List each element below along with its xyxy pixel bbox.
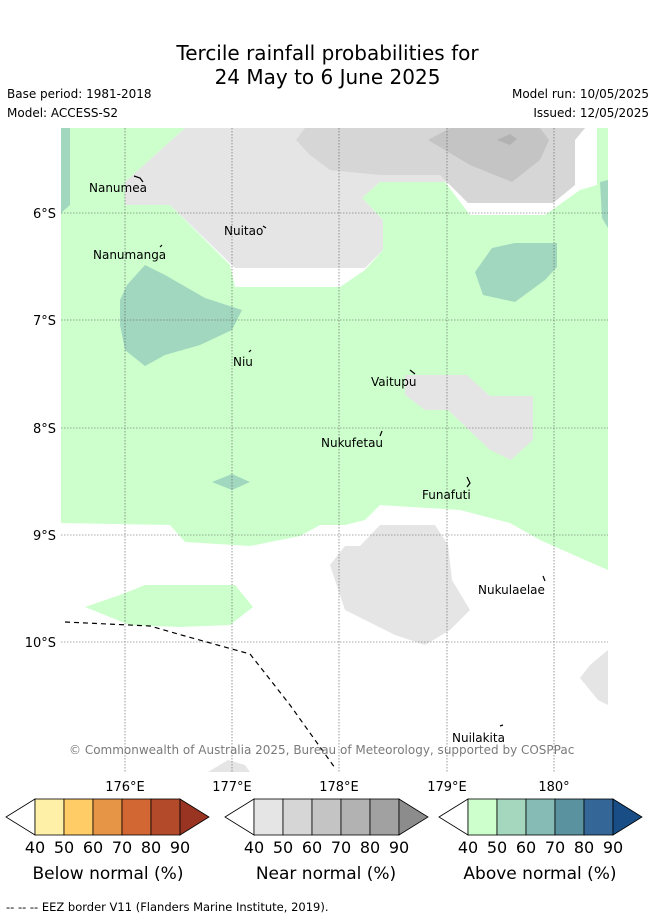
colorbar-near-normal: 40 50 60 70 80 90 (224, 798, 429, 857)
below-colorbar-tick-label: 50 (54, 838, 74, 857)
below-colorbar-tick-label: 60 (83, 838, 103, 857)
place-label-nukulaelae: Nukulaelae (478, 583, 545, 597)
near-normal-40-region (580, 650, 608, 705)
issued-date: Issued: 12/05/2025 (533, 106, 649, 120)
near-colorbar-tick-label: 80 (360, 838, 380, 857)
place-label-nanumanga: Nanumanga (93, 248, 166, 262)
lat-label: 7°S (33, 314, 56, 329)
lon-label: 177°E (212, 780, 252, 795)
below-colorbar-tick-label: 90 (170, 838, 190, 857)
below-colorbar-tick-label: 80 (141, 838, 161, 857)
near-colorbar-tick-label: 60 (302, 838, 322, 857)
colorbar-above-normal: 40 50 60 70 80 90 (438, 798, 643, 857)
above-colorbar-tick-label: 40 (458, 838, 478, 857)
near-colorbar-tick-label: 40 (244, 838, 264, 857)
near-colorbar-max-arrow (398, 798, 429, 836)
lon-label: 179°E (427, 780, 467, 795)
near-colorbar-cell (311, 798, 342, 836)
below-colorbar-cell (34, 798, 65, 836)
above-colorbar-tick-label: 60 (516, 838, 536, 857)
eez-footnote: -- -- -- EEZ border V11 (Flanders Marine… (6, 900, 329, 914)
colorbar-below-normal: 40 50 60 70 80 90 (5, 798, 210, 857)
lon-label: 178°E (319, 780, 359, 795)
above-colorbar-tick-label: 90 (603, 838, 623, 857)
base-period: Base period: 1981-2018 (7, 87, 152, 101)
legend-title-above-normal: Above normal (%) (463, 864, 617, 884)
above-normal-50-region (212, 474, 250, 490)
near-normal-60-region (428, 128, 549, 182)
below-colorbar-tick-label: 40 (25, 838, 45, 857)
below-colorbar-max-arrow (179, 798, 210, 836)
above-colorbar-tick-label: 80 (574, 838, 594, 857)
lat-label: 9°S (33, 529, 56, 544)
below-colorbar-cell (63, 798, 94, 836)
place-label-nukufetau: Nukufetau (321, 436, 383, 450)
legend-title-below-normal: Below normal (%) (32, 864, 184, 884)
near-normal-40-region (208, 760, 250, 772)
below-colorbar-cell (150, 798, 181, 836)
lon-label: 176°E (105, 780, 145, 795)
above-colorbar-tick-label: 50 (487, 838, 507, 857)
place-label-niu: Niu (233, 355, 253, 369)
near-colorbar-cell (253, 798, 284, 836)
near-colorbar-tick-label: 50 (273, 838, 293, 857)
near-normal-70-region (497, 134, 517, 145)
near-colorbar-min-arrow (224, 798, 255, 836)
above-normal-40-region (85, 585, 253, 627)
legend-title-near-normal: Near normal (%) (255, 864, 397, 884)
eez-border-line (64, 621, 336, 769)
above-colorbar-cell (496, 798, 527, 836)
near-colorbar-tick-label: 90 (389, 838, 409, 857)
lat-label: 6°S (33, 207, 56, 222)
place-label-vaitupu: Vaitupu (371, 375, 417, 389)
chart-title-line2: 24 May to 6 June 2025 (214, 65, 441, 89)
above-colorbar-cell (583, 798, 614, 836)
above-colorbar-tick-label: 70 (545, 838, 565, 857)
place-label-funafuti: Funafuti (422, 488, 471, 502)
copyright-notice: © Commonwealth of Australia 2025, Bureau… (69, 743, 574, 757)
near-colorbar-cell (282, 798, 313, 836)
near-colorbar-cell (340, 798, 371, 836)
lat-label: 10°S (25, 636, 56, 651)
near-colorbar-cell (369, 798, 400, 836)
lat-label: 8°S (33, 422, 56, 437)
above-colorbar-cell (554, 798, 585, 836)
near-normal-40-region (405, 375, 533, 460)
place-label-nuitao: Nuitao (224, 224, 263, 238)
above-colorbar-max-arrow (612, 798, 643, 836)
above-normal-50-region (475, 243, 557, 302)
chart-title-line1: Tercile rainfall probabilities for (176, 41, 479, 65)
place-label-nuilakita: Nuilakita (452, 731, 505, 745)
above-colorbar-cell (525, 798, 556, 836)
below-colorbar-cell (92, 798, 123, 836)
island-shapes (133, 175, 546, 727)
below-colorbar-cell (121, 798, 152, 836)
lon-label: 180° (538, 780, 569, 795)
model-run: Model run: 10/05/2025 (511, 87, 649, 101)
near-colorbar-tick-label: 70 (331, 838, 351, 857)
above-colorbar-cell (467, 798, 498, 836)
map-gridlines (61, 128, 608, 772)
below-colorbar-tick-label: 70 (112, 838, 132, 857)
place-label-nanumea: Nanumea (89, 181, 147, 195)
below-colorbar-min-arrow (5, 798, 36, 836)
model-name: Model: ACCESS-S2 (7, 106, 119, 120)
above-normal-50-region (600, 180, 608, 228)
near-normal-40-region (330, 525, 470, 645)
above-normal-50-region (120, 265, 242, 366)
above-colorbar-min-arrow (438, 798, 469, 836)
above-normal-40-region (61, 128, 608, 570)
above-normal-50-region (61, 128, 70, 213)
